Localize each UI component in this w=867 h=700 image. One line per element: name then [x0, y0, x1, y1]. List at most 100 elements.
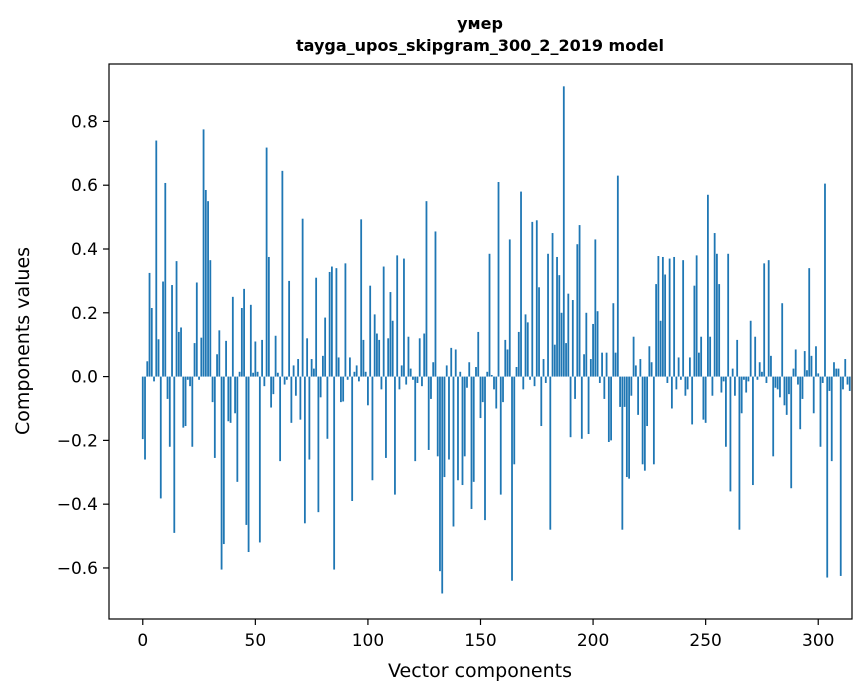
- bar: [779, 376, 781, 398]
- bar: [515, 367, 518, 377]
- bar: [493, 376, 495, 390]
- bar: [743, 376, 745, 380]
- bar: [373, 314, 376, 377]
- bar: [258, 376, 261, 543]
- bar: [720, 376, 723, 393]
- bar: [734, 376, 736, 396]
- bar: [281, 170, 284, 377]
- bar: [315, 277, 318, 377]
- bar: [567, 293, 570, 377]
- bar: [535, 220, 538, 377]
- bar: [276, 372, 279, 377]
- bar: [457, 376, 459, 481]
- bar: [562, 86, 565, 377]
- bar: [544, 376, 547, 383]
- bar: [540, 376, 543, 427]
- bar: [729, 376, 732, 492]
- bar: [150, 308, 153, 377]
- bar: [430, 376, 432, 399]
- bar: [578, 225, 581, 377]
- bar: [565, 343, 567, 377]
- bar: [560, 312, 563, 377]
- bar: [297, 359, 300, 377]
- bar: [407, 336, 410, 377]
- chart-title: умер: [457, 14, 503, 33]
- bar: [153, 376, 155, 382]
- bar: [324, 317, 327, 377]
- bar: [184, 376, 187, 427]
- bar: [668, 258, 671, 377]
- bar: [331, 266, 333, 377]
- bar: [272, 376, 275, 395]
- bar: [202, 129, 205, 377]
- bar: [826, 376, 829, 578]
- bar: [488, 253, 491, 377]
- bar: [146, 361, 149, 377]
- bar: [533, 376, 536, 387]
- bar: [231, 296, 234, 377]
- bar: [772, 376, 775, 457]
- bar: [249, 304, 252, 377]
- bar: [497, 182, 500, 377]
- bar: [461, 376, 464, 486]
- bar: [209, 260, 212, 377]
- bar: [247, 376, 250, 553]
- bar: [691, 376, 694, 425]
- bar: [833, 362, 835, 377]
- bar: [306, 338, 309, 377]
- bar: [538, 287, 540, 377]
- bar: [758, 362, 761, 377]
- bar: [725, 376, 727, 447]
- bar: [815, 346, 817, 377]
- bar: [517, 331, 520, 377]
- bar: [490, 374, 493, 377]
- bar: [637, 376, 640, 415]
- bar: [400, 365, 403, 377]
- bar: [342, 376, 345, 402]
- bar: [321, 355, 324, 377]
- bar: [650, 362, 653, 377]
- bar: [337, 357, 340, 377]
- bar: [835, 368, 838, 377]
- bar: [634, 365, 637, 377]
- bar: [524, 314, 527, 377]
- bar: [346, 376, 349, 380]
- bar: [164, 182, 167, 377]
- bar: [675, 376, 678, 390]
- bar: [180, 327, 182, 377]
- x-tick-label: 100: [352, 631, 384, 651]
- bar: [157, 339, 160, 377]
- bar: [148, 272, 151, 377]
- bar: [598, 376, 601, 383]
- bar: [141, 376, 144, 440]
- bar: [607, 376, 610, 442]
- bar: [211, 376, 214, 403]
- bar: [842, 376, 844, 390]
- bar: [625, 376, 628, 478]
- bar: [479, 376, 482, 419]
- bar: [166, 376, 169, 399]
- bar: [425, 201, 428, 377]
- bar: [427, 376, 430, 450]
- x-tick-label: 300: [802, 631, 834, 651]
- bar: [585, 312, 588, 377]
- bar: [549, 376, 552, 530]
- bar: [711, 376, 714, 396]
- bar: [177, 331, 180, 377]
- bar: [522, 376, 525, 390]
- bar: [695, 255, 698, 377]
- bar: [526, 322, 529, 377]
- bar: [495, 376, 498, 409]
- bar: [747, 376, 750, 382]
- bar: [781, 303, 784, 377]
- bar: [240, 308, 243, 377]
- bar: [459, 371, 462, 377]
- bar: [335, 268, 338, 377]
- bar: [592, 323, 594, 377]
- bar: [432, 362, 435, 377]
- bar: [317, 376, 320, 513]
- bar: [279, 376, 282, 462]
- bar: [362, 339, 365, 377]
- bar: [679, 376, 682, 380]
